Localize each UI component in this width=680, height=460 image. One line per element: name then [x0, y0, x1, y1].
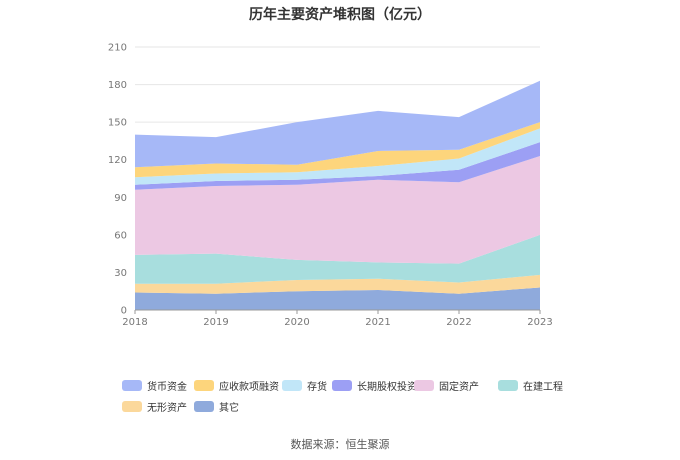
legend-label: 长期股权投资	[357, 381, 417, 393]
x-tick-label: 2021	[365, 317, 390, 328]
y-tick-label: 60	[114, 230, 127, 241]
area-series-无形资产	[135, 274, 540, 294]
legend-label: 在建工程	[523, 381, 563, 393]
legend-item[interactable]: 在建工程	[498, 378, 563, 393]
legend-swatch	[122, 379, 142, 391]
legend-swatch	[122, 400, 142, 412]
legend-item[interactable]: 货币资金	[122, 378, 187, 393]
area-series-存货	[135, 128, 540, 185]
area-series-固定资产	[135, 155, 540, 264]
legend-item[interactable]: 长期股权投资	[332, 378, 417, 393]
x-tick-label: 2023	[527, 317, 552, 328]
area-series-长期股权投资	[135, 142, 540, 190]
legend-swatch	[282, 379, 302, 391]
legend-swatch	[194, 379, 214, 391]
y-tick-label: 0	[121, 306, 127, 317]
data-source-note: 数据来源：恒生聚源	[290, 438, 390, 451]
legend-item[interactable]: 固定资产	[414, 378, 479, 393]
area-series-在建工程	[135, 234, 540, 284]
legend-label: 固定资产	[439, 381, 479, 393]
legend-item[interactable]: 应收款项融资	[194, 378, 279, 393]
legend-label: 货币资金	[147, 381, 187, 393]
legend-item[interactable]: 无形资产	[122, 399, 187, 414]
legend-item[interactable]: 其它	[194, 399, 239, 414]
y-tick-label: 30	[114, 268, 127, 279]
y-tick-label: 120	[108, 155, 127, 166]
chart-title: 历年主要资产堆积图（亿元）	[249, 7, 431, 23]
legend-swatch	[498, 379, 518, 391]
x-tick-label: 2020	[284, 317, 309, 328]
legend-label: 无形资产	[147, 402, 187, 414]
y-tick-label: 180	[108, 80, 127, 91]
legend-swatch	[414, 379, 434, 391]
y-tick-label: 90	[114, 193, 127, 204]
x-tick-label: 2018	[122, 317, 147, 328]
legend-label: 应收款项融资	[219, 381, 279, 393]
x-tick-label: 2019	[203, 317, 228, 328]
y-tick-label: 210	[108, 43, 127, 54]
legend-label: 其它	[219, 402, 239, 414]
legend-swatch	[332, 379, 352, 391]
legend-item[interactable]: 存货	[282, 378, 327, 393]
legend-swatch	[194, 400, 214, 412]
area-series-货币资金	[135, 80, 540, 168]
legend-label: 存货	[307, 381, 327, 393]
x-tick-label: 2022	[446, 317, 471, 328]
y-tick-label: 150	[108, 118, 127, 129]
area-series-应收款项融资	[135, 122, 540, 178]
area-series-其它	[135, 287, 540, 310]
